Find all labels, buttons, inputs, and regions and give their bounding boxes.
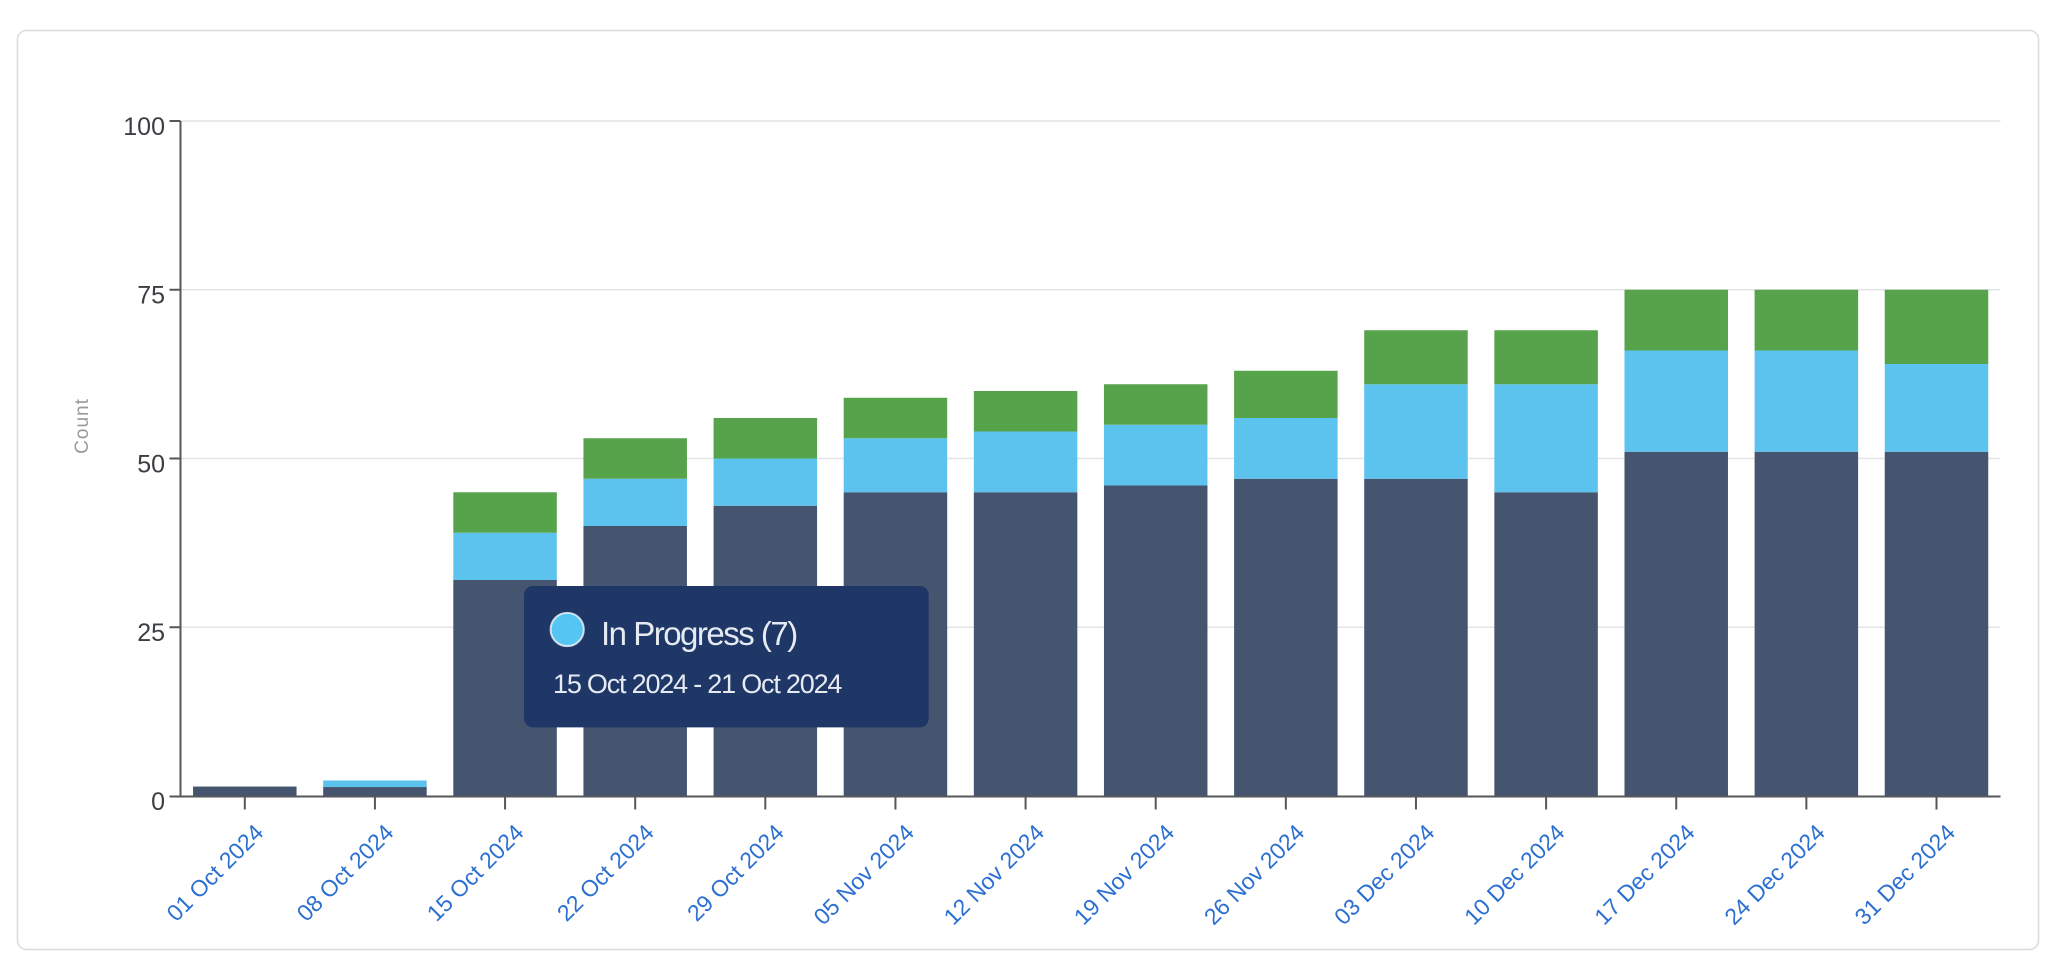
svg-text:In Progress (7): In Progress (7) [601, 615, 797, 652]
svg-text:75: 75 [137, 282, 165, 310]
svg-text:Count: Count [72, 398, 93, 454]
svg-text:25: 25 [137, 619, 165, 647]
svg-text:50: 50 [137, 450, 165, 478]
svg-text:0: 0 [151, 788, 165, 816]
svg-text:15 Oct 2024 - 21 Oct 2024: 15 Oct 2024 - 21 Oct 2024 [553, 669, 842, 699]
svg-text:100: 100 [123, 113, 165, 141]
